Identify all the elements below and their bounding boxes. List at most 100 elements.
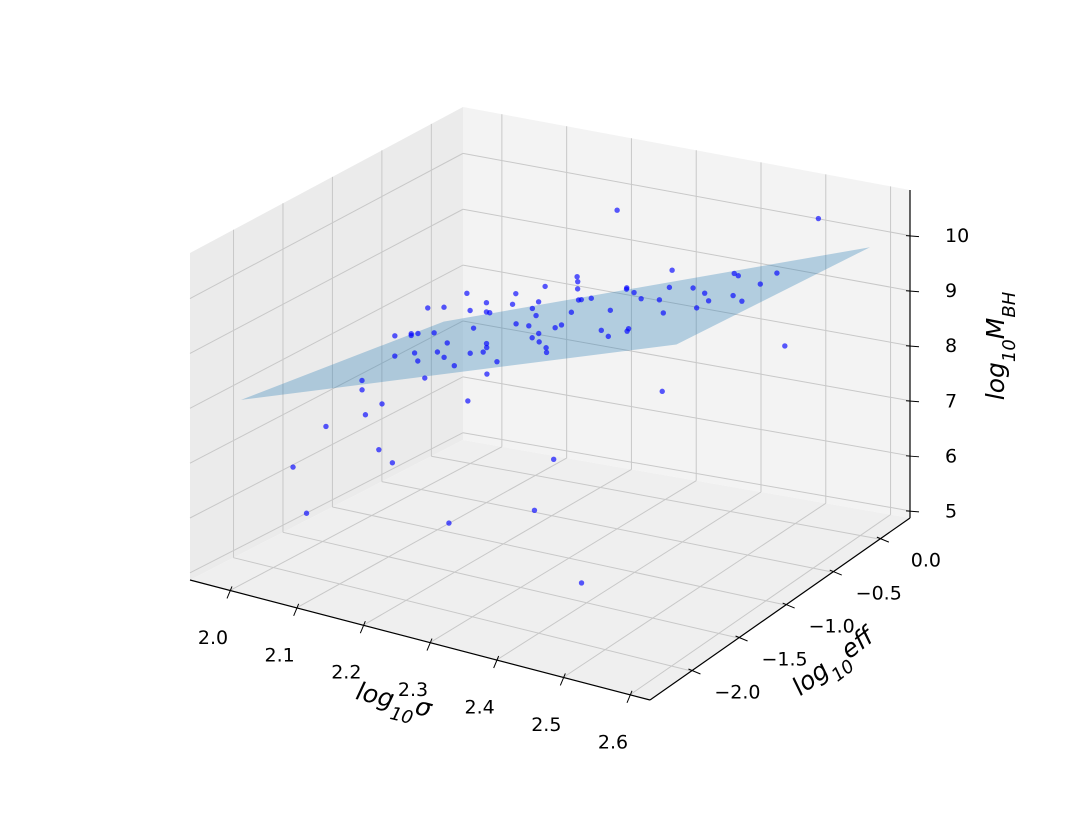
point — [550, 456, 557, 463]
point — [441, 304, 447, 310]
z-tick-mark — [905, 400, 920, 403]
point — [446, 520, 452, 526]
z-axis-label-part: BH — [999, 291, 1020, 317]
point — [441, 354, 447, 360]
point — [735, 273, 741, 279]
point — [631, 289, 637, 296]
point — [529, 335, 535, 341]
x-tick-label: 2.0 — [198, 627, 228, 649]
grid-line — [462, 152, 911, 237]
point — [638, 295, 644, 302]
point — [531, 507, 538, 513]
z-axis-label-part: M — [981, 318, 1010, 340]
point — [578, 580, 585, 586]
point — [526, 323, 532, 329]
point — [513, 321, 519, 327]
z-tick-mark — [905, 345, 920, 348]
point — [389, 460, 396, 466]
point — [656, 297, 663, 303]
z-tick-mark — [905, 290, 920, 293]
point — [376, 446, 382, 453]
grid-line — [431, 455, 880, 540]
grid-line — [189, 376, 464, 519]
z-axis-label: log10MBH — [981, 291, 1020, 400]
z-axis-label-part: log — [981, 362, 1010, 400]
y-tick-mark — [876, 536, 890, 543]
point — [465, 398, 471, 404]
point — [614, 207, 620, 213]
point — [693, 305, 700, 311]
point — [701, 290, 708, 296]
point — [568, 309, 575, 315]
y-tick-label: 0.0 — [911, 550, 941, 572]
grid-line — [233, 557, 692, 672]
grid-line — [363, 468, 632, 626]
z-tick-label: 5 — [945, 500, 957, 522]
grid-line — [462, 264, 911, 347]
point — [444, 340, 450, 346]
point — [408, 332, 414, 339]
z-tick-label: 7 — [945, 390, 957, 412]
y-tick-mark — [782, 602, 795, 609]
point — [552, 325, 558, 331]
point — [624, 328, 630, 334]
pane-back — [463, 107, 910, 518]
y-tick-mark — [735, 635, 748, 642]
point — [598, 327, 604, 334]
y-tick-mark — [829, 569, 842, 576]
point — [815, 215, 822, 222]
y-tick-label: −2.0 — [714, 681, 760, 703]
point — [543, 349, 550, 356]
point — [431, 330, 437, 336]
x-tick-label: 2.4 — [465, 697, 495, 719]
point — [494, 358, 500, 365]
point — [415, 330, 421, 337]
point — [605, 333, 612, 340]
point — [739, 298, 745, 304]
grid-line — [462, 376, 911, 457]
point — [690, 285, 696, 291]
point — [542, 283, 548, 290]
z-tick-label: 6 — [945, 445, 957, 467]
point — [782, 343, 788, 349]
point — [415, 358, 421, 364]
point — [362, 412, 369, 418]
point — [467, 350, 473, 356]
point — [323, 423, 329, 430]
point — [536, 330, 542, 337]
x-tick-mark — [226, 586, 233, 599]
x-tick-mark — [626, 690, 633, 703]
point — [411, 350, 418, 356]
point — [731, 270, 737, 277]
point — [623, 286, 630, 292]
z-tick-label: 10 — [945, 225, 969, 247]
grid-line — [189, 320, 464, 464]
point — [607, 307, 614, 313]
point — [392, 353, 398, 359]
grid-line — [629, 514, 891, 696]
fit-plane — [241, 247, 870, 400]
grid-line — [189, 208, 464, 354]
point — [451, 363, 458, 369]
point — [422, 375, 428, 381]
point — [757, 281, 764, 287]
point — [543, 345, 549, 351]
point — [574, 274, 580, 280]
z-tick-mark — [905, 510, 920, 513]
grid-line — [229, 446, 503, 591]
point — [558, 322, 565, 328]
z-tick-label: 8 — [945, 335, 957, 357]
x-tick-label: 2.6 — [598, 731, 628, 753]
points-layer — [290, 207, 822, 586]
point — [392, 333, 398, 339]
y-tick-mark — [688, 668, 701, 675]
x-tick-label: 2.5 — [531, 714, 561, 736]
x-tick-label: 2.2 — [331, 662, 361, 684]
point — [588, 295, 594, 301]
grid-line — [496, 491, 762, 661]
z-tick-mark — [905, 235, 920, 238]
grid-line — [282, 531, 739, 639]
point — [464, 290, 470, 297]
point — [470, 325, 477, 331]
